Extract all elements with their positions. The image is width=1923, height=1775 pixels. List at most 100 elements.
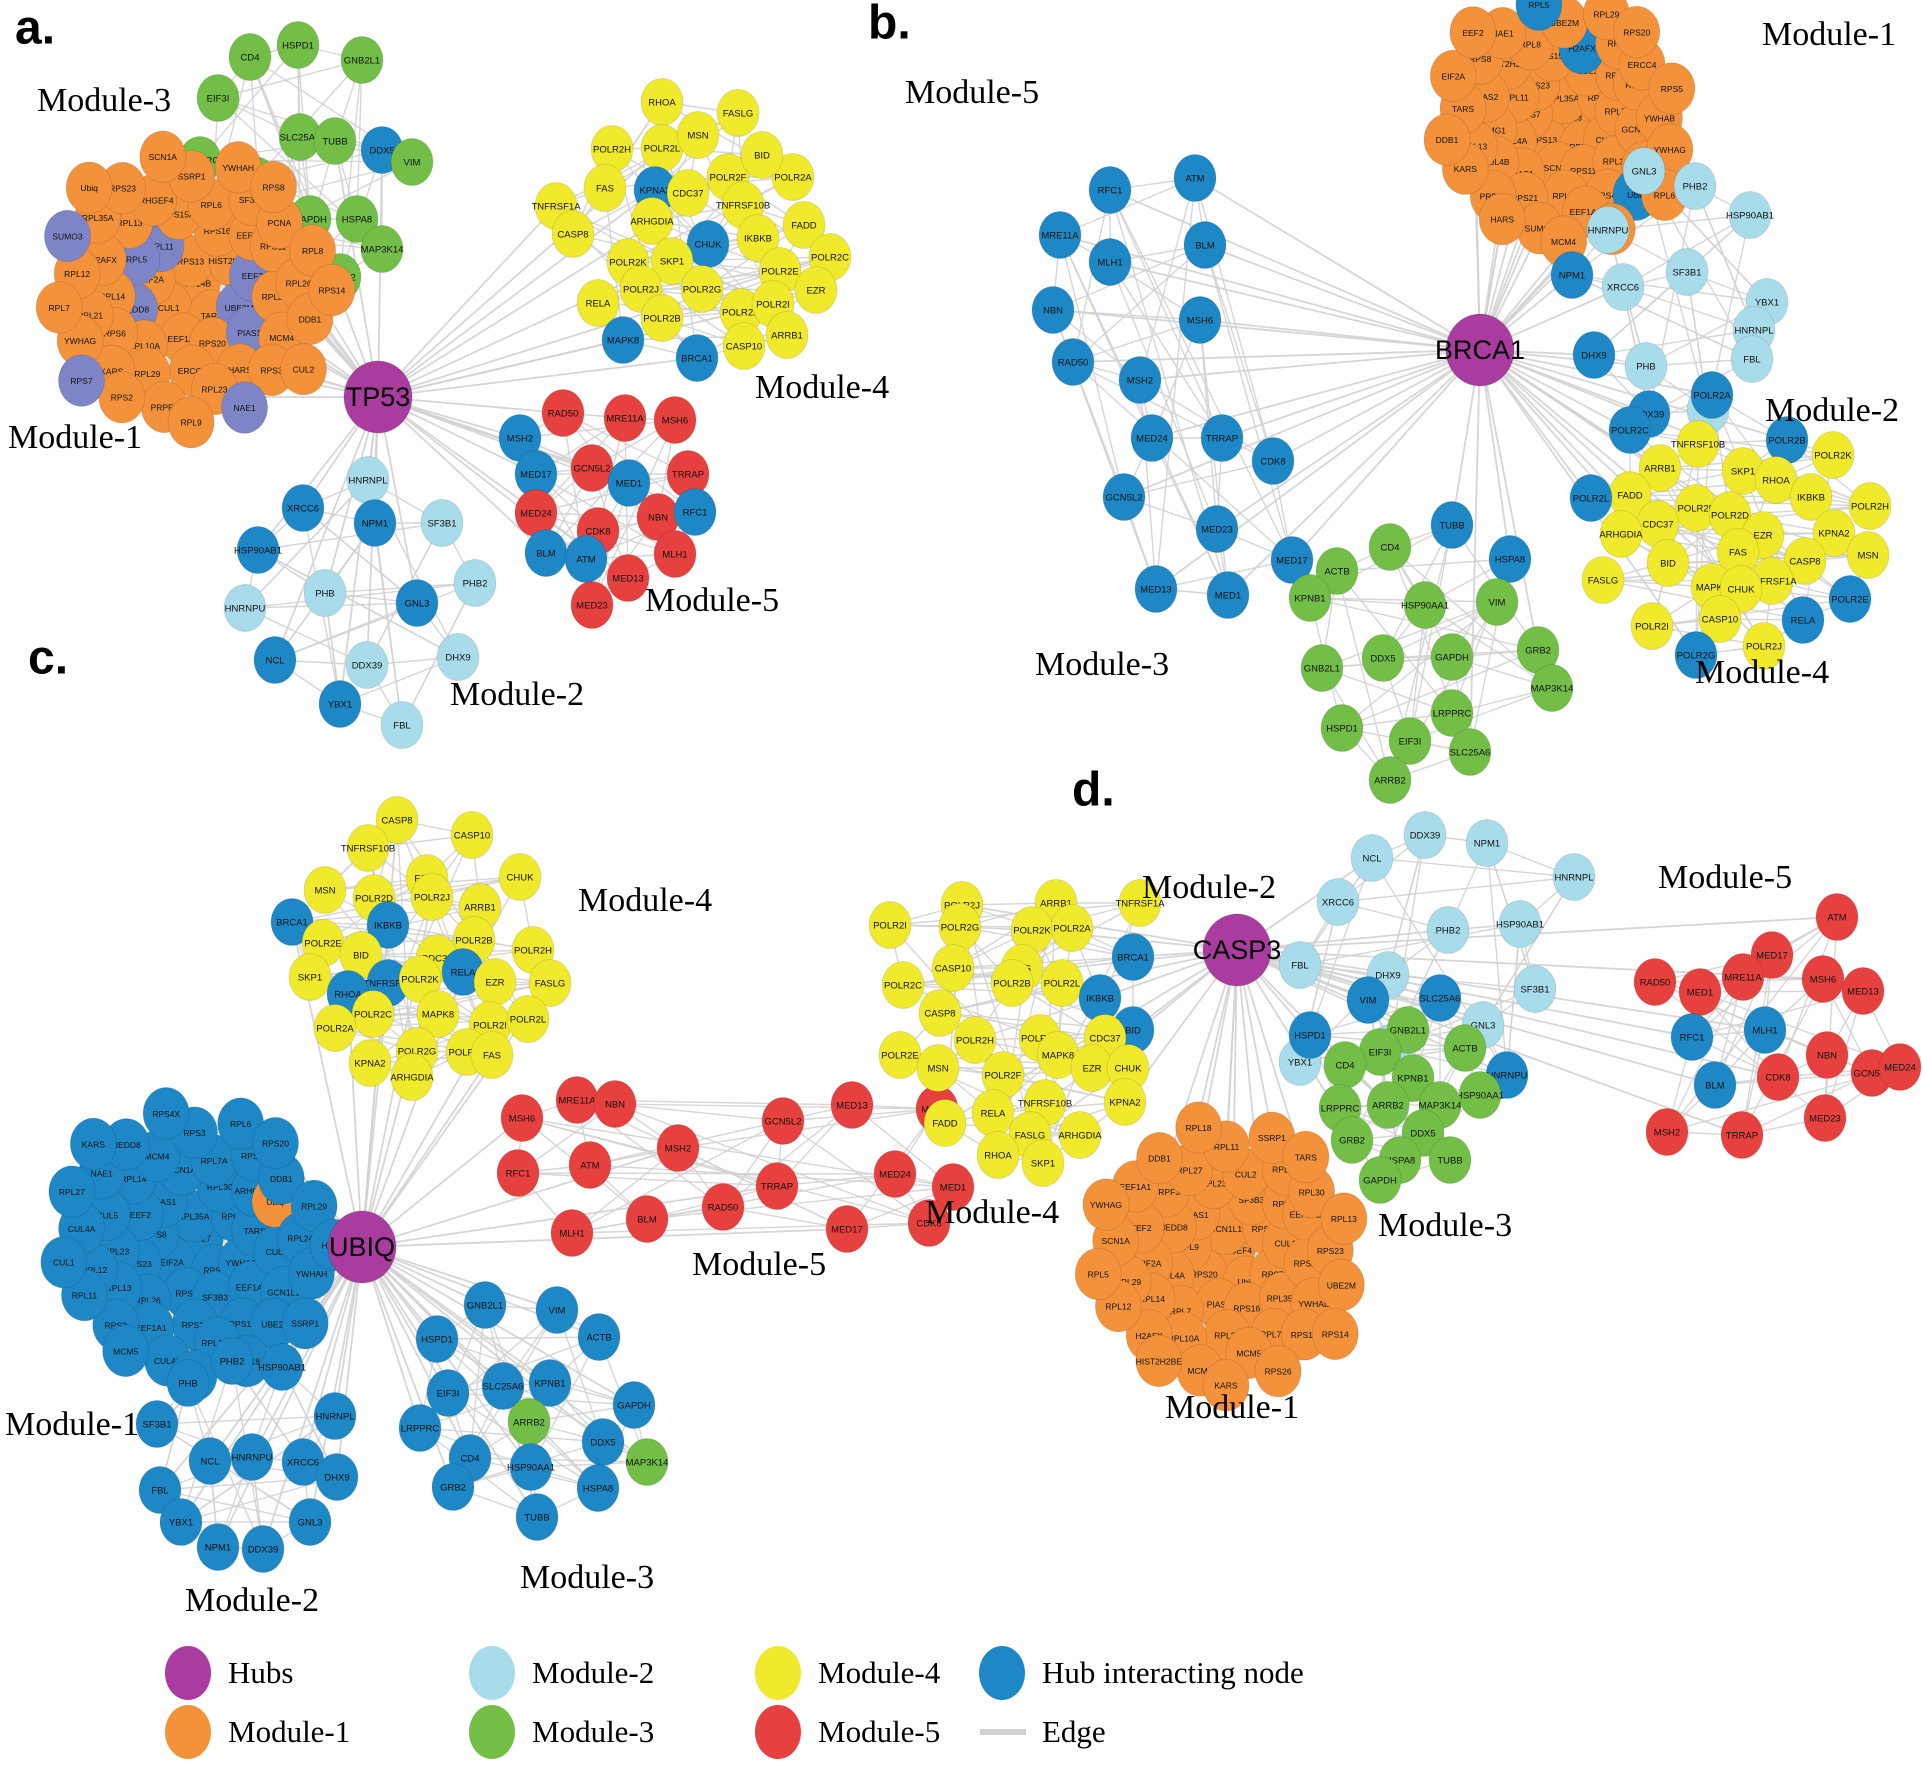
node-label-VIM: VIM xyxy=(549,1306,566,1317)
node-RPS20: RPS20 xyxy=(251,1116,299,1170)
hub-node-CASP3: CASP3 xyxy=(1193,913,1281,987)
node-label-POLR2I: POLR2I xyxy=(473,1021,507,1032)
node-LRPPRC: LRPPRC xyxy=(1430,688,1474,738)
node-circle-SF3B1 xyxy=(1513,964,1557,1014)
node-MSN: MSN xyxy=(676,110,720,160)
node-label-RPL6: RPL6 xyxy=(1654,190,1676,200)
node-label-SKP1: SKP1 xyxy=(1031,1159,1055,1170)
node-circle-DDX39 xyxy=(345,640,389,690)
node-label-MAP3K14: MAP3K14 xyxy=(1531,684,1574,695)
node-circle-MED1 xyxy=(1206,570,1250,620)
node-label-MLH1: MLH1 xyxy=(559,1229,584,1240)
node-circle-MSH6 xyxy=(500,1093,544,1143)
node-circle-NPM1 xyxy=(1465,818,1509,868)
node-label-SF3B1: SF3B1 xyxy=(1672,268,1701,279)
node-label-EEF1A2: EEF1A2 xyxy=(236,1282,268,1292)
edge xyxy=(377,396,547,554)
node-label-MSH2: MSH2 xyxy=(665,1144,691,1155)
node-label-POLR2H: POLR2H xyxy=(956,1036,994,1047)
node-label-IKBKB: IKBKB xyxy=(374,921,402,932)
node-label-PRPF3: PRPF3 xyxy=(1153,1187,1181,1197)
node-circle-PHB xyxy=(166,1358,210,1408)
node-circle-GAPDH xyxy=(612,1380,656,1430)
node-circle-TUBB xyxy=(1430,500,1474,550)
node-label-EZR: EZR xyxy=(1754,531,1773,542)
edge xyxy=(159,1489,311,1523)
node-label-SLC25A6: SLC25A6 xyxy=(483,1382,524,1393)
node-label-RPL21: RPL21 xyxy=(77,311,103,321)
node-label-RPL5: RPL5 xyxy=(1088,1269,1110,1279)
node-label-GNB2L1: GNB2L1 xyxy=(1390,1026,1426,1037)
node-label-NPM1: NPM1 xyxy=(1559,271,1585,282)
node-label-MCM5: MCM5 xyxy=(113,1346,138,1356)
node-label-PHB: PHB xyxy=(315,589,335,600)
node-MSH6: MSH6 xyxy=(1801,954,1845,1004)
node-label-TRRAP: TRRAP xyxy=(1206,434,1238,445)
node-RPL5: RPL5 xyxy=(1074,1247,1122,1301)
node-circle-NPM1 xyxy=(1550,250,1594,300)
edge xyxy=(1123,460,1274,498)
node-label-CDK8: CDK8 xyxy=(1765,1073,1790,1084)
edge xyxy=(356,59,363,220)
node-label-RPL13: RPL13 xyxy=(106,1283,132,1293)
node-label-RELA: RELA xyxy=(586,299,611,310)
node-circle-RPS8 xyxy=(250,160,298,214)
nodes-layer: CD4HSPD1GNB2L1EIF3ISLC25A6TUBBDDX5VIMLRP… xyxy=(35,0,1922,1574)
node-label-Ubiq: Ubiq xyxy=(1627,190,1645,200)
node-label-NAE1: NAE1 xyxy=(233,403,255,413)
node-circle-RPL7 xyxy=(35,281,83,334)
node-label-GCN1L1: GCN1L1 xyxy=(267,1288,300,1298)
node-label-MED1: MED1 xyxy=(616,479,642,490)
node-label-POLR2D: POLR2D xyxy=(1711,511,1749,522)
edge xyxy=(1204,244,1481,351)
node-SCN1A: SCN1A xyxy=(139,130,187,183)
node-label-POLR2K: POLR2K xyxy=(609,258,647,269)
node-circle-RPL18 xyxy=(1175,1101,1223,1154)
node-label-RPS3: RPS3 xyxy=(260,365,282,375)
node-label-TNFRSF1A: TNFRSF1A xyxy=(1747,577,1797,588)
node-label-ACTB: ACTB xyxy=(1324,567,1349,578)
node-label-DDX39: DDX39 xyxy=(248,1545,279,1556)
node-circle-CHUK xyxy=(498,852,542,902)
node-ARRB1: ARRB1 xyxy=(765,310,809,360)
node-circle-HARS xyxy=(1478,192,1526,246)
node-circle-SKP1 xyxy=(1021,1138,1065,1188)
node-POLR2L: POLR2L xyxy=(640,123,684,173)
node-label-TRRAP: TRRAP xyxy=(672,470,704,481)
edge xyxy=(377,149,383,398)
node-circle-IKBKB xyxy=(366,900,410,950)
edge xyxy=(1199,319,1481,351)
node-RFC1: RFC1 xyxy=(673,487,717,537)
edge xyxy=(361,1246,599,1489)
module-label-d-Module-2: Module-2 xyxy=(1142,869,1276,906)
node-circle-POLR2H xyxy=(953,1015,997,1065)
node-label-POLR2I: POLR2I xyxy=(756,300,790,311)
node-GNL3: GNL3 xyxy=(395,578,439,628)
node-circle-RPS26 xyxy=(1254,1344,1302,1398)
node-circle-RPL5 xyxy=(1515,0,1563,31)
node-circle-BLM xyxy=(1183,220,1227,270)
legend-item-hub-interacting-node: Hub interacting node xyxy=(979,1646,1304,1700)
node-label-SF3B1: SF3B1 xyxy=(1520,985,1549,996)
node-circle-HNRNPU xyxy=(230,1432,274,1482)
node-label-POLR2D: POLR2D xyxy=(1021,1034,1059,1045)
node-MRE11A: MRE11A xyxy=(555,1075,599,1125)
node-MSN: MSN xyxy=(1846,530,1890,580)
node-XRCC6: XRCC6 xyxy=(1601,262,1645,312)
edge xyxy=(302,507,418,604)
node-POLR2A: POLR2A xyxy=(1690,370,1734,420)
panel-letter-b: b. xyxy=(868,0,911,50)
node-label-RPS20: RPS20 xyxy=(199,338,226,348)
node-POLR2E: POLR2E xyxy=(1828,574,1872,624)
node-circle-ATM xyxy=(1173,153,1217,203)
node-SLC25A6: SLC25A6 xyxy=(1418,973,1462,1023)
node-label-RPL12: RPL12 xyxy=(81,1265,107,1275)
edge xyxy=(1272,349,1481,462)
node-circle-POLR2I xyxy=(1630,601,1674,651)
node-label-MAP3K14: MAP3K14 xyxy=(361,245,404,256)
node-circle-EIF3I xyxy=(426,1368,470,1418)
node-CUL2: CUL2 xyxy=(280,342,328,396)
node-circle-GNB2L1 xyxy=(1300,643,1344,693)
node-circle-VIM xyxy=(1346,975,1390,1025)
node-CDC37: CDC37 xyxy=(666,168,710,218)
